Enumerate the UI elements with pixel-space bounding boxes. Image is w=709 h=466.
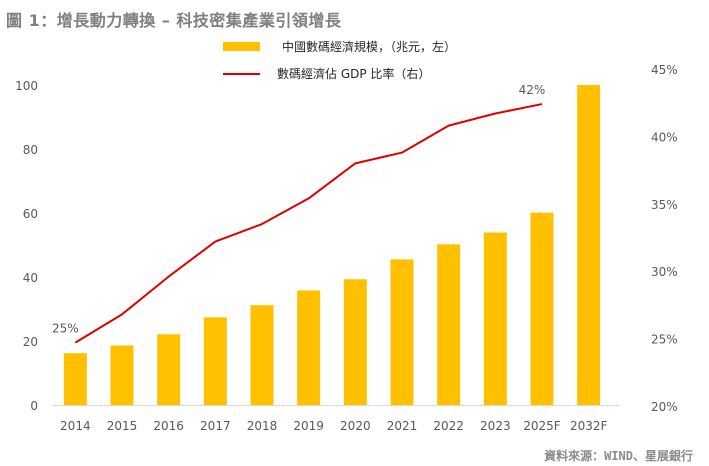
bar [390,259,414,405]
x-axis-tick-label: 2023 [480,419,511,433]
x-axis-tick-label: 2019 [293,419,324,433]
x-axis-tick-label: 2025F [523,419,561,433]
bar [437,244,461,405]
bar [483,232,507,405]
bar [530,212,554,405]
right-axis-tick-label: 45% [651,63,678,77]
annotations: 25% 42% [52,83,545,336]
legend-label-bar: 中國數碼經濟規模，（兆元，左） [282,39,456,54]
left-axis-tick-label: 100 [15,79,38,93]
x-axis-tick-label: 2016 [153,419,184,433]
right-axis: 20% 25% 30% 35% 40% 45% [651,63,678,414]
legend-label-line: 數碼經濟佔 GDP 比率（右） [277,66,430,81]
x-axis-tick-label: 2015 [107,419,138,433]
x-axis-tick-label: 2020 [340,419,371,433]
bar [343,279,367,405]
x-axis-tick-label: 2018 [247,419,278,433]
x-axis-tick-label: 2022 [433,419,464,433]
bar [63,353,87,405]
left-axis-tick-label: 80 [23,143,38,157]
right-axis-tick-label: 35% [651,198,678,212]
data-label: 42% [519,83,546,97]
left-axis: 0 20 40 60 80 100 [15,79,38,413]
bar [577,85,601,405]
left-axis-tick-label: 0 [30,399,38,413]
x-axis-tick-label: 2021 [387,419,418,433]
bar-series [63,85,601,405]
x-axis-tick-label: 2017 [200,419,231,433]
x-axis-tick-label: 2032F [570,419,608,433]
data-label: 25% [52,322,79,336]
bar [110,345,134,405]
x-axis-tick-label: 2014 [60,419,91,433]
chart-title: 圖 1：增長動力轉換 – 科技密集產業引領增長 [6,11,342,30]
right-axis-tick-label: 40% [651,130,678,144]
source-note: 資料來源：WIND、星展銀行 [544,449,693,463]
right-axis-tick-label: 30% [651,265,678,279]
bar [250,305,274,405]
x-axis: 2014 2015 2016 2017 2018 2019 2020 2021 2022 2023… [60,419,607,433]
right-axis-tick-label: 20% [651,400,678,414]
line-series [74,103,543,344]
bar [297,290,321,405]
right-axis-tick-label: 25% [651,333,678,347]
left-axis-tick-label: 40 [23,271,38,285]
bar [157,334,181,405]
legend-swatch-bar [223,42,260,51]
bar [203,317,227,405]
left-axis-tick-label: 60 [23,207,38,221]
legend: 中國數碼經濟規模，（兆元，左） 數碼經濟佔 GDP 比率（右） [223,39,456,81]
left-axis-tick-label: 20 [23,335,38,349]
